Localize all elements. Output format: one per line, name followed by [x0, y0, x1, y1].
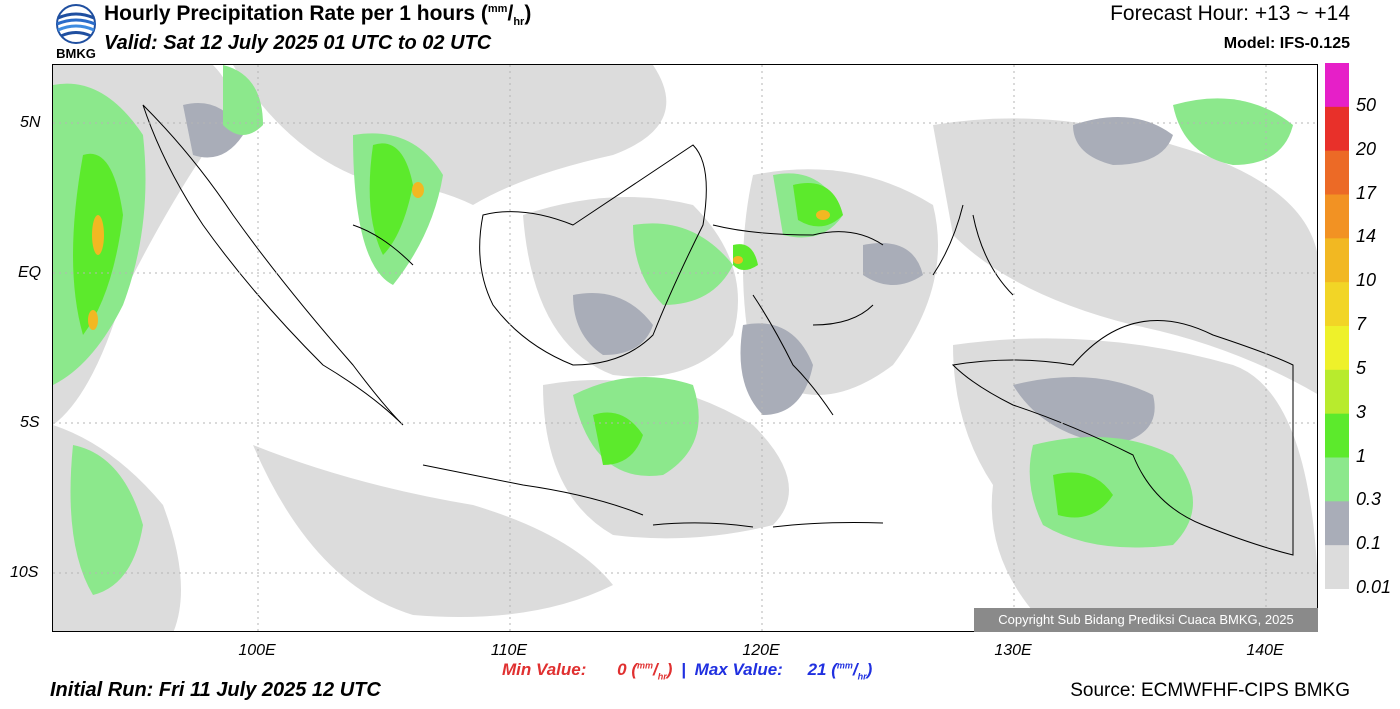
colorbar-label: 10 [1356, 270, 1377, 291]
colorbar-label: 0.3 [1356, 489, 1382, 510]
min-value: 0 [617, 660, 627, 679]
precipitation-map [52, 64, 1318, 632]
forecast-hour: Forecast Hour: +13 ~ +14 [1110, 2, 1350, 25]
title-unit-den: hr [513, 16, 525, 29]
title-unit-sep: / [507, 2, 514, 25]
valid-time: Valid: Sat 12 July 2025 01 UTC to 02 UTC [104, 32, 492, 54]
colorbar-segment [1325, 501, 1349, 546]
map-canvas [53, 65, 1317, 631]
colorbar-label: 14 [1356, 226, 1377, 247]
title-unit-num: mm [487, 3, 508, 15]
data-source: Source: ECMWFHF-CIPS BMKG [1070, 680, 1350, 701]
precip-light-areas [53, 65, 1317, 631]
logo-text: BMKG [56, 46, 96, 61]
colorbar-label: 5 [1356, 357, 1367, 378]
lat-label-10s: 10S [10, 564, 39, 581]
colorbar-label: 3 [1356, 401, 1367, 422]
coastlines [142, 104, 1294, 556]
precip-heavy-cores [88, 182, 830, 330]
colorbar-segment [1325, 545, 1349, 589]
colorbar-label: 17 [1356, 182, 1377, 203]
colorbar-label: 20 [1356, 138, 1377, 159]
copyright-notice: Copyright Sub Bidang Prediksi Cuaca BMKG… [974, 608, 1318, 632]
model-name: Model: IFS-0.125 [1223, 35, 1350, 52]
lat-label-5s: 5S [20, 414, 40, 431]
colorbar-label: 0.1 [1356, 533, 1382, 554]
colorbar-segment [1325, 413, 1349, 458]
colorbar [1325, 63, 1349, 589]
colorbar-segment [1325, 326, 1349, 371]
max-unit: (mm/hr) [831, 660, 873, 682]
bmkg-logo: BMKG [52, 2, 100, 62]
lon-label-110e: 110E [490, 642, 528, 659]
bmkg-globe-icon [56, 4, 96, 44]
colorbar-label: 0.01 [1356, 577, 1392, 597]
min-value-label: Min Value: [502, 660, 587, 679]
lon-label-100e: 100E [238, 642, 276, 659]
initial-run: Initial Run: Fri 11 July 2025 12 UTC [50, 679, 381, 701]
colorbar-segment [1325, 457, 1349, 502]
lon-label-140e: 140E [1246, 642, 1284, 659]
min-unit: (mm/hr) [631, 660, 673, 682]
min-max-divider: | [681, 660, 686, 679]
lat-label-eq: EQ [18, 264, 42, 281]
colorbar-label: 7 [1356, 314, 1367, 334]
graticule [53, 65, 1317, 631]
max-value-label: Max Value: [694, 660, 783, 679]
precip-green-areas [73, 143, 1113, 518]
colorbar-segment [1325, 238, 1349, 283]
colorbar-segment [1325, 369, 1349, 415]
lon-label-120e: 120E [742, 642, 780, 659]
lat-label-5n: 5N [20, 114, 41, 131]
colorbar-segment [1325, 282, 1349, 327]
colorbar-label: 1 [1356, 445, 1367, 466]
title-main: Hourly Precipitation Rate per 1 hours ( [104, 2, 488, 25]
min-max-values: Min Value: 0 (mm/hr) | Max Value: 21 (mm… [502, 660, 872, 681]
colorbar-label: 50 [1356, 94, 1377, 115]
colorbar-segment [1325, 150, 1349, 195]
colorbar-segment [1325, 106, 1349, 152]
chart-title: Hourly Precipitation Rate per 1 hours (m… [104, 2, 531, 28]
title-close: ) [524, 2, 532, 25]
colorbar-segment [1325, 63, 1349, 108]
lon-label-130e: 130E [994, 642, 1032, 659]
max-value: 21 [807, 660, 827, 679]
colorbar-segment [1325, 194, 1349, 239]
